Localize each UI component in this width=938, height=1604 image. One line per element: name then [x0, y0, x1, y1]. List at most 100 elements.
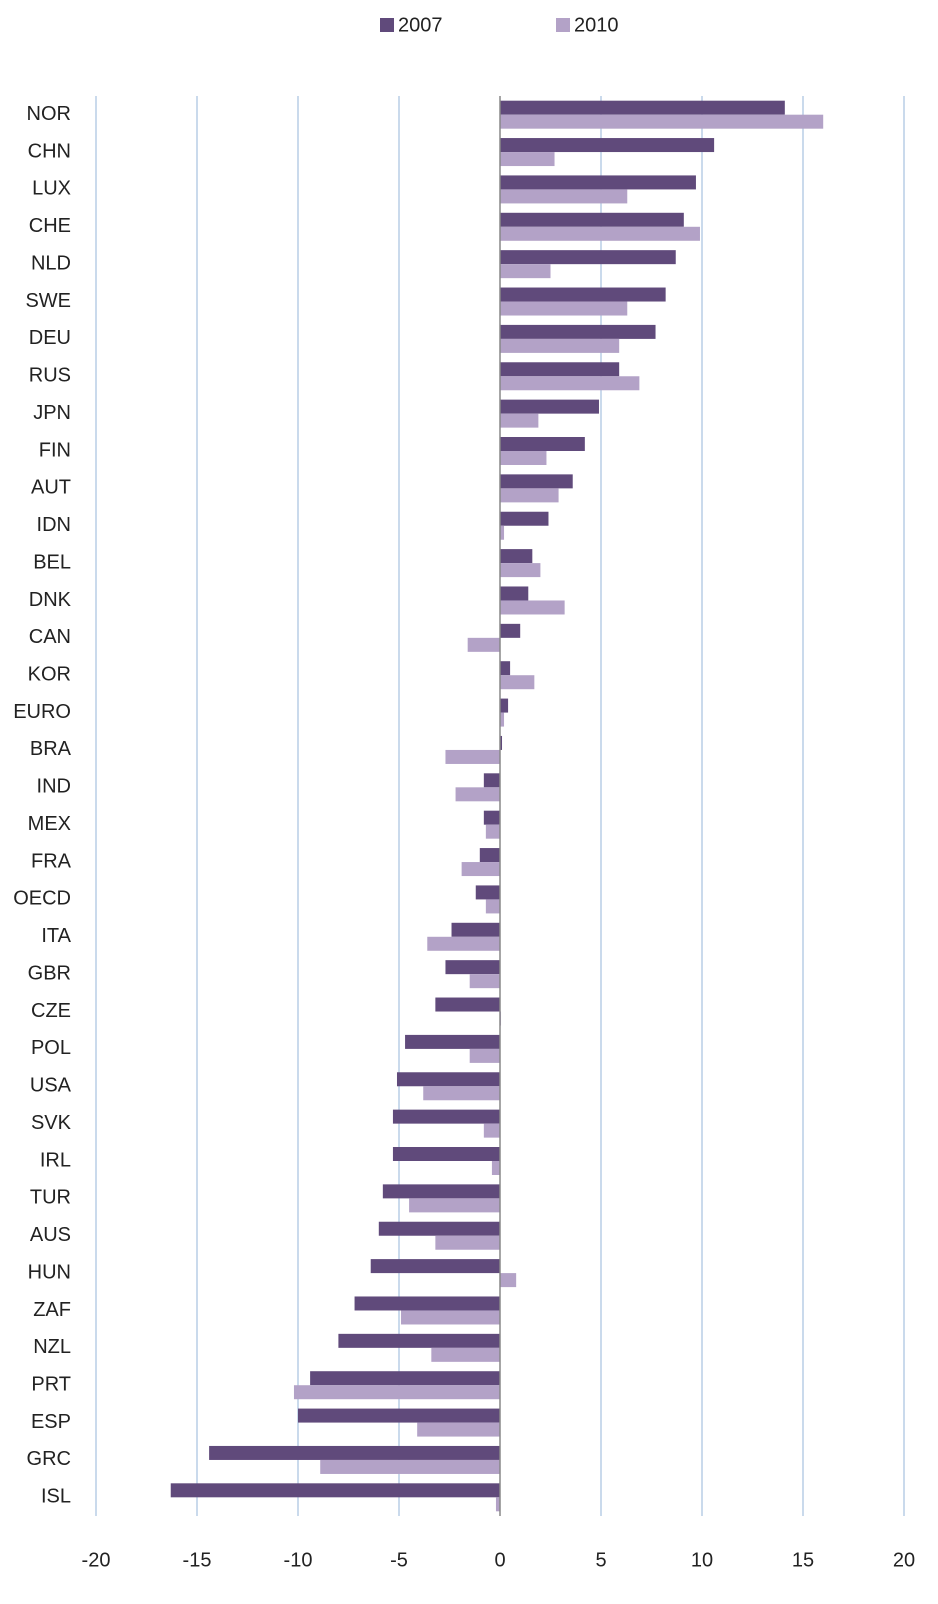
bar [500, 600, 565, 615]
bar [500, 1273, 517, 1288]
bar [435, 1235, 500, 1250]
bar [469, 974, 500, 989]
legend-swatch [556, 18, 570, 32]
y-tick-label: DNK [29, 589, 72, 611]
bar [435, 997, 500, 1012]
bar [382, 1184, 500, 1199]
bar [469, 1048, 500, 1063]
y-tick-label: FIN [39, 439, 71, 461]
y-tick-label: TUR [30, 1187, 71, 1209]
legend-label: 2010 [574, 14, 619, 36]
bar [500, 675, 535, 690]
bar [500, 712, 505, 727]
legend-label: 2007 [398, 14, 443, 36]
bar [485, 899, 500, 914]
bar [500, 324, 656, 339]
x-tick-label: 20 [893, 1549, 915, 1571]
bar [483, 773, 500, 788]
y-tick-label: PRT [31, 1373, 71, 1395]
bar [500, 338, 620, 353]
bar [423, 1086, 500, 1101]
bar [354, 1296, 500, 1311]
bar [500, 100, 785, 115]
bar [475, 885, 500, 900]
bar [461, 862, 500, 877]
bar [495, 1497, 500, 1512]
y-tick-label: HUN [28, 1261, 71, 1283]
y-tick-label: ITA [41, 925, 71, 947]
bar [401, 1310, 500, 1325]
bar [170, 1483, 501, 1498]
bar [500, 376, 640, 391]
y-tick-label: EURO [13, 701, 71, 723]
y-tick-label: NLD [31, 252, 71, 274]
bar [445, 749, 500, 764]
bar [455, 787, 500, 802]
bar [467, 637, 500, 652]
bar [500, 138, 715, 153]
bar [445, 960, 500, 975]
y-tick-label: AUT [31, 477, 71, 499]
bar [338, 1333, 500, 1348]
bar [320, 1459, 500, 1474]
bar [500, 264, 551, 279]
y-tick-label: BEL [33, 551, 71, 573]
bar [491, 1161, 500, 1175]
bar [483, 810, 500, 825]
bar [209, 1445, 500, 1460]
bar [293, 1385, 500, 1400]
bar [392, 1109, 500, 1124]
bar [500, 525, 505, 540]
bar [500, 474, 573, 489]
y-tick-label: LUX [32, 178, 71, 200]
x-tick-label: -15 [183, 1549, 212, 1571]
y-tick-label: GRC [27, 1448, 71, 1470]
bar [500, 226, 700, 241]
y-tick-label: RUS [29, 365, 71, 387]
bar [500, 399, 599, 414]
y-tick-label: CHN [28, 140, 71, 162]
y-tick-label: IDN [37, 514, 71, 536]
y-tick-label: CAN [29, 626, 71, 648]
y-tick-label: CZE [31, 1000, 71, 1022]
x-tick-label: 5 [595, 1549, 606, 1571]
legend-swatch [380, 18, 394, 32]
bar [500, 563, 541, 578]
y-tick-label: DEU [29, 327, 71, 349]
bar [500, 175, 696, 190]
x-tick-label: -20 [82, 1549, 111, 1571]
bar [409, 1198, 500, 1213]
y-tick-label: CHE [29, 215, 71, 237]
y-tick-label: AUS [30, 1224, 71, 1246]
bar [500, 287, 666, 302]
bar [370, 1259, 500, 1274]
y-tick-label: NZL [33, 1336, 71, 1358]
bar [298, 1408, 500, 1423]
y-tick-label: ISL [41, 1486, 71, 1508]
y-tick-label: IND [37, 776, 71, 798]
bar [500, 301, 628, 316]
y-tick-label: SWE [25, 290, 71, 312]
bar [500, 511, 549, 526]
y-tick-label: OECD [13, 888, 71, 910]
y-tick-label: JPN [33, 402, 71, 424]
bar [392, 1147, 500, 1161]
bar [500, 586, 529, 601]
bar [500, 451, 547, 465]
bar [451, 922, 500, 937]
x-tick-label: 15 [792, 1549, 814, 1571]
bar [500, 114, 824, 129]
bar [378, 1221, 500, 1236]
x-tick-label: 10 [691, 1549, 713, 1571]
bar [500, 189, 628, 204]
bar [485, 824, 500, 839]
y-tick-label: ESP [31, 1411, 71, 1433]
bar [500, 661, 511, 676]
y-tick-label: KOR [28, 663, 71, 685]
bar [500, 362, 620, 377]
bar [500, 488, 559, 503]
y-tick-label: IRL [40, 1149, 71, 1171]
y-tick-label: USA [30, 1075, 72, 1097]
y-tick-label: BRA [30, 738, 72, 760]
